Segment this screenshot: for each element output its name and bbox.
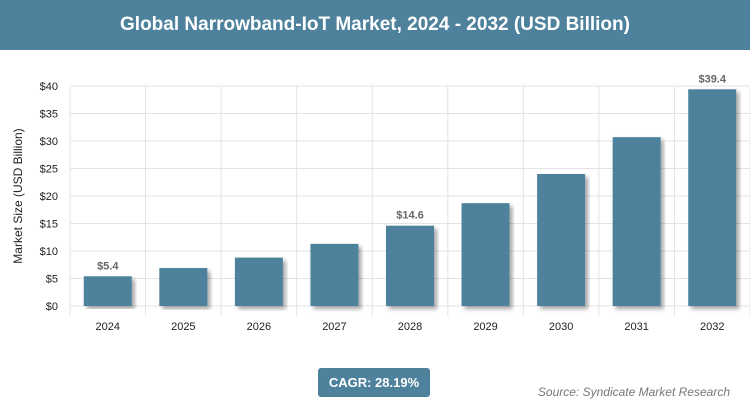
- y-tick-label: $0: [46, 301, 58, 313]
- x-tick-label: 2027: [322, 321, 346, 333]
- y-tick-label: $25: [40, 164, 58, 176]
- cagr-badge: CAGR: 28.19%: [318, 368, 430, 397]
- data-label: $5.4: [97, 260, 119, 272]
- bar-2024: [83, 276, 132, 306]
- y-tick-label: $10: [40, 246, 58, 258]
- bar-2030: [537, 174, 586, 306]
- y-tick-label: $15: [40, 219, 58, 231]
- x-tick-label: 2026: [247, 321, 271, 333]
- data-label: $14.6: [396, 210, 424, 222]
- bar-2028: [386, 225, 434, 306]
- x-tick-label: 2028: [398, 321, 422, 333]
- x-tick-label: 2032: [700, 321, 724, 333]
- y-tick-label: $30: [40, 136, 58, 148]
- x-tick-label: 2024: [96, 321, 120, 333]
- x-tick-label: 2030: [549, 321, 573, 333]
- y-axis-label: Market Size (USD Billion): [11, 128, 25, 263]
- source-note: Source: Syndicate Market Research: [537, 385, 730, 399]
- bar-2026: [234, 257, 283, 306]
- bar-2029: [461, 203, 510, 306]
- data-label: $39.4: [698, 73, 726, 85]
- bar-2025: [159, 268, 208, 306]
- bar-chart: $0 $5 $10 $15 $20 $25 $30 $35 $40 Market Size (US…: [11, 73, 750, 333]
- y-tick-label: $40: [40, 81, 58, 93]
- y-tick-label: $20: [40, 191, 58, 203]
- bar-2031: [612, 137, 661, 306]
- bar-2027: [310, 243, 359, 306]
- x-tick-label: 2031: [624, 321, 648, 333]
- x-tick-label: 2025: [171, 321, 195, 333]
- bar-2032: [688, 89, 737, 306]
- y-tick-label: $5: [46, 274, 58, 286]
- y-tick-label: $35: [40, 109, 58, 121]
- chart-title: Global Narrowband-IoT Market, 2024 - 203…: [0, 0, 750, 50]
- x-tick-label: 2029: [473, 321, 497, 333]
